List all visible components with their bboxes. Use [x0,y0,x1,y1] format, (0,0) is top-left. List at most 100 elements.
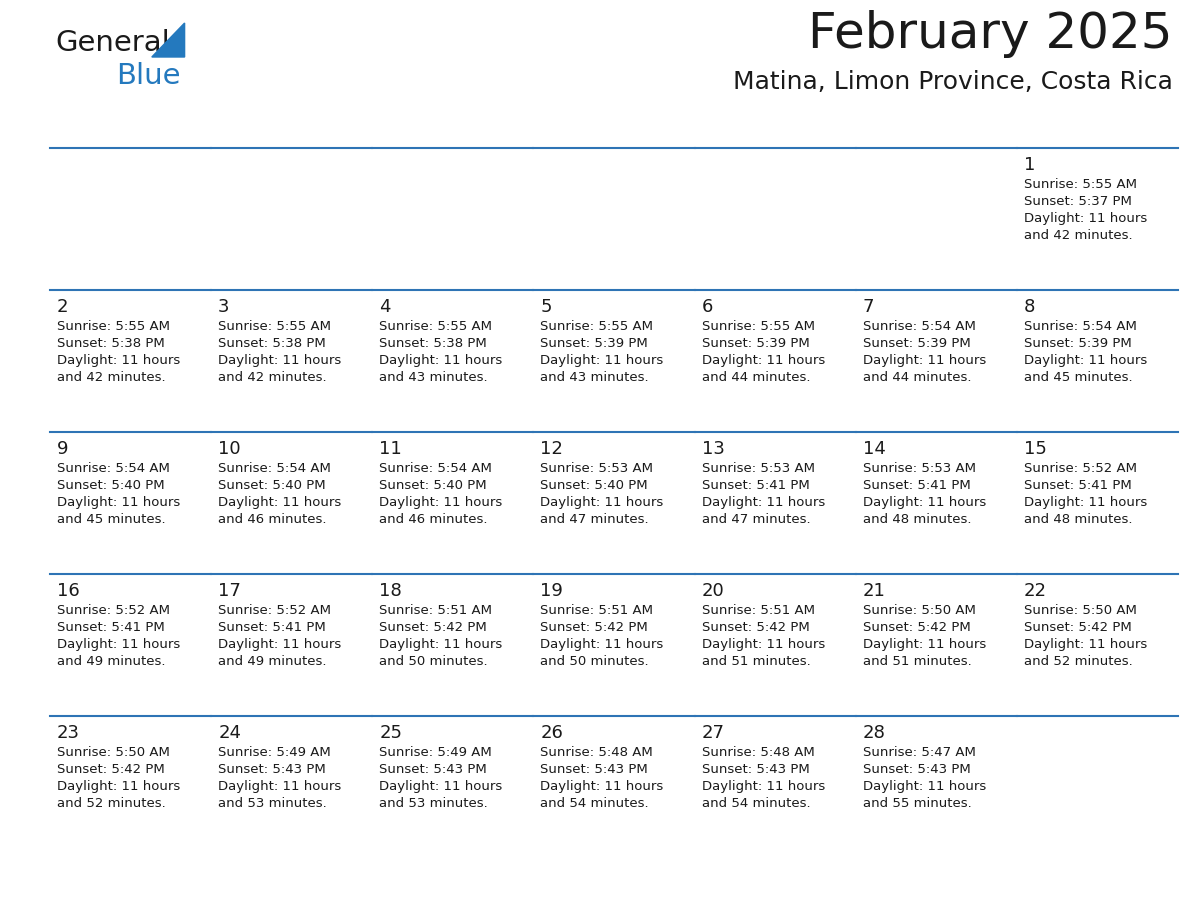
Text: Sunset: 5:41 PM: Sunset: 5:41 PM [57,621,165,634]
Text: Sunset: 5:40 PM: Sunset: 5:40 PM [379,479,487,492]
Text: Daylight: 11 hours: Daylight: 11 hours [219,780,341,793]
Text: Sunset: 5:41 PM: Sunset: 5:41 PM [1024,479,1132,492]
Text: and 43 minutes.: and 43 minutes. [379,371,488,384]
Text: and 51 minutes.: and 51 minutes. [862,655,972,668]
Text: 15: 15 [1024,440,1047,458]
Text: and 55 minutes.: and 55 minutes. [862,797,972,810]
Text: 14: 14 [862,440,885,458]
Text: Sunrise: 5:53 AM: Sunrise: 5:53 AM [541,462,653,475]
Text: Thursday: Thursday [704,122,788,140]
Text: Daylight: 11 hours: Daylight: 11 hours [541,496,664,509]
Text: Daylight: 11 hours: Daylight: 11 hours [379,638,503,651]
Text: and 42 minutes.: and 42 minutes. [219,371,327,384]
Text: Daylight: 11 hours: Daylight: 11 hours [57,496,181,509]
Text: Sunrise: 5:55 AM: Sunrise: 5:55 AM [702,320,815,333]
Text: Sunrise: 5:47 AM: Sunrise: 5:47 AM [862,746,975,759]
Text: Sunset: 5:40 PM: Sunset: 5:40 PM [219,479,326,492]
Text: Sunrise: 5:53 AM: Sunrise: 5:53 AM [862,462,975,475]
Text: 18: 18 [379,582,402,600]
Text: and 54 minutes.: and 54 minutes. [702,797,810,810]
Text: Sunset: 5:38 PM: Sunset: 5:38 PM [57,337,165,350]
Text: Matina, Limon Province, Costa Rica: Matina, Limon Province, Costa Rica [733,70,1173,94]
Text: and 49 minutes.: and 49 minutes. [57,655,165,668]
Text: Sunrise: 5:48 AM: Sunrise: 5:48 AM [541,746,653,759]
Text: 7: 7 [862,298,874,316]
Text: Daylight: 11 hours: Daylight: 11 hours [57,354,181,367]
Text: Sunset: 5:43 PM: Sunset: 5:43 PM [541,763,649,776]
Text: and 51 minutes.: and 51 minutes. [702,655,810,668]
Text: 28: 28 [862,724,885,742]
Text: and 49 minutes.: and 49 minutes. [219,655,327,668]
Text: Sunset: 5:39 PM: Sunset: 5:39 PM [862,337,971,350]
Polygon shape [152,23,184,57]
Text: Daylight: 11 hours: Daylight: 11 hours [219,354,341,367]
Text: 22: 22 [1024,582,1047,600]
Text: Sunrise: 5:54 AM: Sunrise: 5:54 AM [862,320,975,333]
Text: Daylight: 11 hours: Daylight: 11 hours [1024,638,1148,651]
Text: Sunset: 5:43 PM: Sunset: 5:43 PM [862,763,971,776]
Text: 12: 12 [541,440,563,458]
Text: February 2025: February 2025 [809,10,1173,58]
Text: Daylight: 11 hours: Daylight: 11 hours [702,780,824,793]
Text: Sunrise: 5:54 AM: Sunrise: 5:54 AM [379,462,492,475]
Text: Sunrise: 5:50 AM: Sunrise: 5:50 AM [862,604,975,617]
Text: and 46 minutes.: and 46 minutes. [379,513,488,526]
Text: Tuesday: Tuesday [383,122,455,140]
Text: Sunset: 5:41 PM: Sunset: 5:41 PM [862,479,971,492]
Text: and 42 minutes.: and 42 minutes. [1024,229,1132,242]
Text: Sunrise: 5:50 AM: Sunrise: 5:50 AM [57,746,170,759]
Text: Sunset: 5:43 PM: Sunset: 5:43 PM [219,763,326,776]
Text: 27: 27 [702,724,725,742]
Text: and 42 minutes.: and 42 minutes. [57,371,165,384]
Text: Sunrise: 5:51 AM: Sunrise: 5:51 AM [702,604,815,617]
Text: Daylight: 11 hours: Daylight: 11 hours [541,354,664,367]
Text: 19: 19 [541,582,563,600]
Text: Daylight: 11 hours: Daylight: 11 hours [1024,496,1148,509]
Text: Sunset: 5:39 PM: Sunset: 5:39 PM [1024,337,1132,350]
Text: 20: 20 [702,582,725,600]
Text: Friday: Friday [865,122,921,140]
Text: 8: 8 [1024,298,1035,316]
Text: Sunset: 5:39 PM: Sunset: 5:39 PM [702,337,809,350]
Text: Sunset: 5:42 PM: Sunset: 5:42 PM [862,621,971,634]
Text: Daylight: 11 hours: Daylight: 11 hours [379,780,503,793]
Text: and 47 minutes.: and 47 minutes. [702,513,810,526]
Text: Sunset: 5:39 PM: Sunset: 5:39 PM [541,337,649,350]
Text: and 47 minutes.: and 47 minutes. [541,513,649,526]
Text: Daylight: 11 hours: Daylight: 11 hours [702,638,824,651]
Text: and 50 minutes.: and 50 minutes. [541,655,649,668]
Text: Sunset: 5:42 PM: Sunset: 5:42 PM [1024,621,1132,634]
Text: Saturday: Saturday [1026,122,1107,140]
Text: Sunset: 5:38 PM: Sunset: 5:38 PM [219,337,326,350]
Text: General: General [55,29,170,57]
Text: Sunrise: 5:51 AM: Sunrise: 5:51 AM [541,604,653,617]
Text: Daylight: 11 hours: Daylight: 11 hours [57,638,181,651]
Text: Sunrise: 5:49 AM: Sunrise: 5:49 AM [219,746,331,759]
Text: Sunset: 5:41 PM: Sunset: 5:41 PM [219,621,326,634]
Text: Daylight: 11 hours: Daylight: 11 hours [862,638,986,651]
Text: Sunrise: 5:48 AM: Sunrise: 5:48 AM [702,746,814,759]
Text: 25: 25 [379,724,403,742]
Text: Sunset: 5:38 PM: Sunset: 5:38 PM [379,337,487,350]
Text: Monday: Monday [221,122,292,140]
Text: Sunset: 5:43 PM: Sunset: 5:43 PM [379,763,487,776]
Text: Sunrise: 5:55 AM: Sunrise: 5:55 AM [1024,178,1137,191]
Text: Wednesday: Wednesday [543,122,647,140]
Text: and 45 minutes.: and 45 minutes. [1024,371,1132,384]
Text: Daylight: 11 hours: Daylight: 11 hours [219,638,341,651]
Text: Daylight: 11 hours: Daylight: 11 hours [541,780,664,793]
Text: Daylight: 11 hours: Daylight: 11 hours [219,496,341,509]
Text: Daylight: 11 hours: Daylight: 11 hours [379,496,503,509]
Text: Blue: Blue [116,62,181,90]
Text: 21: 21 [862,582,885,600]
Text: Sunrise: 5:55 AM: Sunrise: 5:55 AM [379,320,492,333]
Text: Sunset: 5:42 PM: Sunset: 5:42 PM [702,621,809,634]
Text: Sunrise: 5:52 AM: Sunrise: 5:52 AM [1024,462,1137,475]
Text: Daylight: 11 hours: Daylight: 11 hours [702,496,824,509]
Text: and 48 minutes.: and 48 minutes. [1024,513,1132,526]
Text: 13: 13 [702,440,725,458]
Text: and 50 minutes.: and 50 minutes. [379,655,488,668]
Text: Sunrise: 5:52 AM: Sunrise: 5:52 AM [57,604,170,617]
Text: and 53 minutes.: and 53 minutes. [219,797,327,810]
Text: Sunrise: 5:49 AM: Sunrise: 5:49 AM [379,746,492,759]
